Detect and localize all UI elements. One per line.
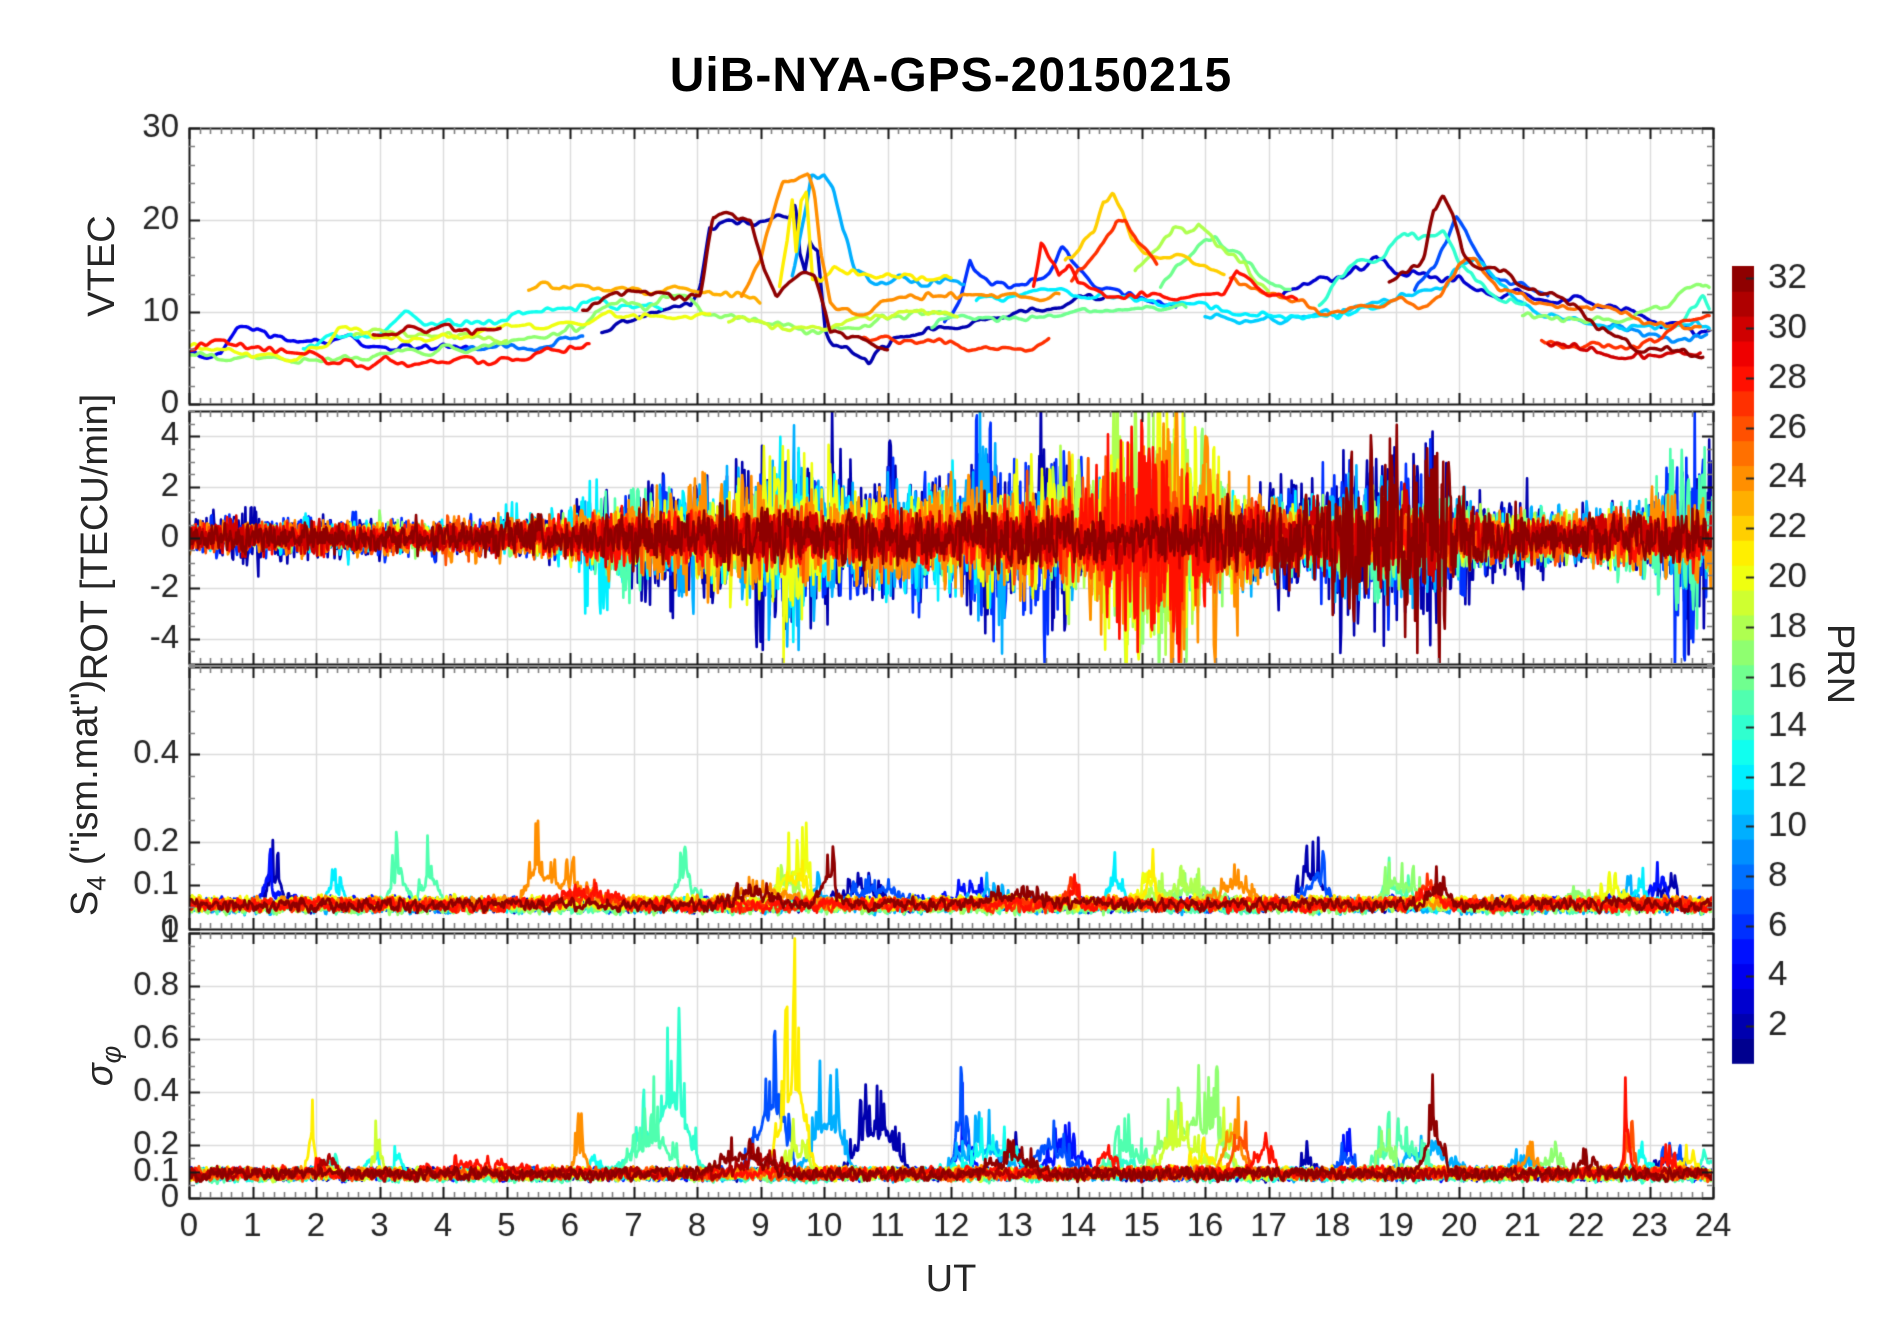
xlabel-ut: UT: [925, 1258, 977, 1300]
ylabel-sigma-phi: σφ: [79, 1045, 127, 1087]
colorbar-label-prn: PRN: [1819, 623, 1861, 705]
figure-title: UiB-NYA-GPS-20150215: [669, 49, 1233, 102]
